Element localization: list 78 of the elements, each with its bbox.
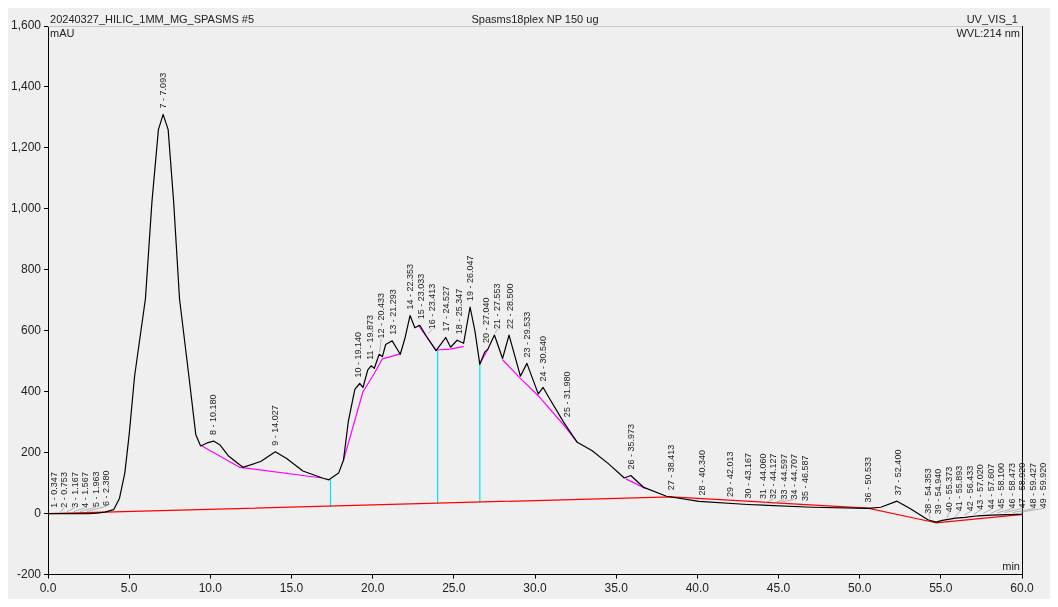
x-tick-label: 0.0 — [39, 581, 57, 596]
annotation: 27 - 38.413 — [666, 444, 677, 491]
annotation: 35 - 46.587 — [799, 455, 810, 501]
annotation: 41 - 55.893 — [954, 465, 965, 512]
annotation: 33 - 44.597 — [778, 453, 789, 500]
text: UV_VIS_1 — [966, 12, 1018, 25]
annotation: 14 - 22.353 — [405, 263, 416, 310]
y-tick-label: 800 — [21, 262, 42, 277]
x-tick-label: 15.0 — [279, 581, 304, 596]
annotation: 29 - 42.013 — [724, 451, 735, 497]
annotation: 48 - 59.427 — [1027, 463, 1038, 509]
y-tick-label: -200 — [17, 566, 42, 581]
annotation: 44 - 57.607 — [985, 463, 996, 510]
annotation: 39 - 54.940 — [933, 468, 944, 515]
y-axis-title: mAU — [50, 26, 75, 39]
x-tick-label: 5.0 — [120, 581, 138, 596]
y-tick-label: 1,200 — [11, 140, 42, 155]
annotation: 36 - 50.533 — [862, 456, 873, 503]
annotation: 17 - 24.527 — [440, 285, 451, 332]
annotation: 24 - 30.540 — [538, 335, 549, 382]
x-tick-label: 40.0 — [685, 581, 710, 596]
annotation: 49 - 59.920 — [1038, 462, 1049, 509]
annotation: 32 - 44.127 — [768, 453, 779, 500]
chart-title: Spasms18plex NP 150 ug — [471, 12, 599, 25]
annotation: 46 - 58.473 — [1006, 463, 1017, 509]
annotation: 20 - 27.040 — [481, 297, 492, 344]
y-tick-label: 600 — [21, 323, 42, 338]
x-tick-label: 55.0 — [929, 581, 953, 596]
annotation: 37 - 52.400 — [893, 449, 904, 496]
annotation: 26 - 35.973 — [626, 424, 637, 470]
x-tick-label: 20.0 — [361, 581, 385, 596]
annotation: 18 - 25.347 — [453, 288, 464, 335]
annotation: 23 - 29.533 — [521, 311, 532, 358]
y-tick-label: 1,400 — [11, 79, 42, 94]
annotation: 38 - 54.353 — [922, 468, 933, 514]
y-tick-label: 400 — [21, 384, 42, 399]
annotation: 12 - 20.433 — [375, 292, 386, 339]
y-tick-label: 0 — [34, 505, 42, 520]
annotation: 34 - 44.707 — [789, 453, 800, 500]
annotation: 22 - 28.500 — [505, 283, 516, 330]
annotation: 40 - 55.373 — [943, 466, 954, 513]
annotation: 21 - 27.553 — [491, 283, 502, 330]
x-tick-label: 50.0 — [847, 581, 872, 596]
x-tick-label: 25.0 — [442, 581, 466, 596]
annotation: 43 - 57.020 — [975, 464, 986, 510]
annotation: 19 - 26.047 — [465, 255, 476, 302]
annotation: 5 - 1.963 — [90, 471, 101, 508]
annotation: 3 - 1.167 — [69, 472, 80, 508]
x-tick-label: 35.0 — [604, 581, 629, 596]
y-tick-label: 1,600 — [11, 18, 42, 33]
x-tick-label: 10.0 — [198, 581, 223, 596]
annotation: 13 - 21.293 — [388, 289, 399, 335]
annotation: 16 - 23.413 — [426, 283, 437, 330]
annotation: 42 - 56.433 — [964, 465, 975, 512]
annotation: 7 - 7.093 — [157, 72, 168, 109]
x-tick-label: 45.0 — [766, 581, 791, 596]
x-tick-label: 30.0 — [523, 581, 548, 596]
x-axis-title: min — [1002, 560, 1020, 573]
annotation: WVL:214 nm — [956, 26, 1020, 39]
annotation: 25 - 31.980 — [561, 371, 572, 418]
annotation: 6 - 2.380 — [101, 470, 112, 507]
annotation: 28 - 40.340 — [697, 449, 708, 496]
annotation: 15 - 23.033 — [416, 273, 427, 320]
annotation: 31 - 44.060 — [757, 453, 768, 500]
annotation: 11 - 19.873 — [365, 314, 376, 360]
x-tick-label: 60.0 — [1010, 581, 1034, 596]
annotation: 4 - 1.567 — [80, 472, 91, 508]
y-tick-label: 1,000 — [11, 201, 42, 216]
annotation: 9 - 14.027 — [270, 405, 281, 446]
text: 20240327_HILIC_1MM_MG_SPASMS #5 — [50, 12, 255, 25]
y-tick-label: 200 — [21, 445, 42, 459]
annotation: 1 - 0.347 — [48, 472, 59, 508]
annotation: 8 - 10.180 — [207, 394, 218, 436]
annotation: 47 - 58.920 — [1017, 462, 1028, 509]
annotation: 10 - 19.140 — [353, 331, 364, 378]
annotation: 45 - 58.100 — [996, 463, 1007, 509]
annotation: 30 - 43.167 — [743, 452, 754, 499]
annotation: 2 - 0.753 — [59, 472, 70, 508]
